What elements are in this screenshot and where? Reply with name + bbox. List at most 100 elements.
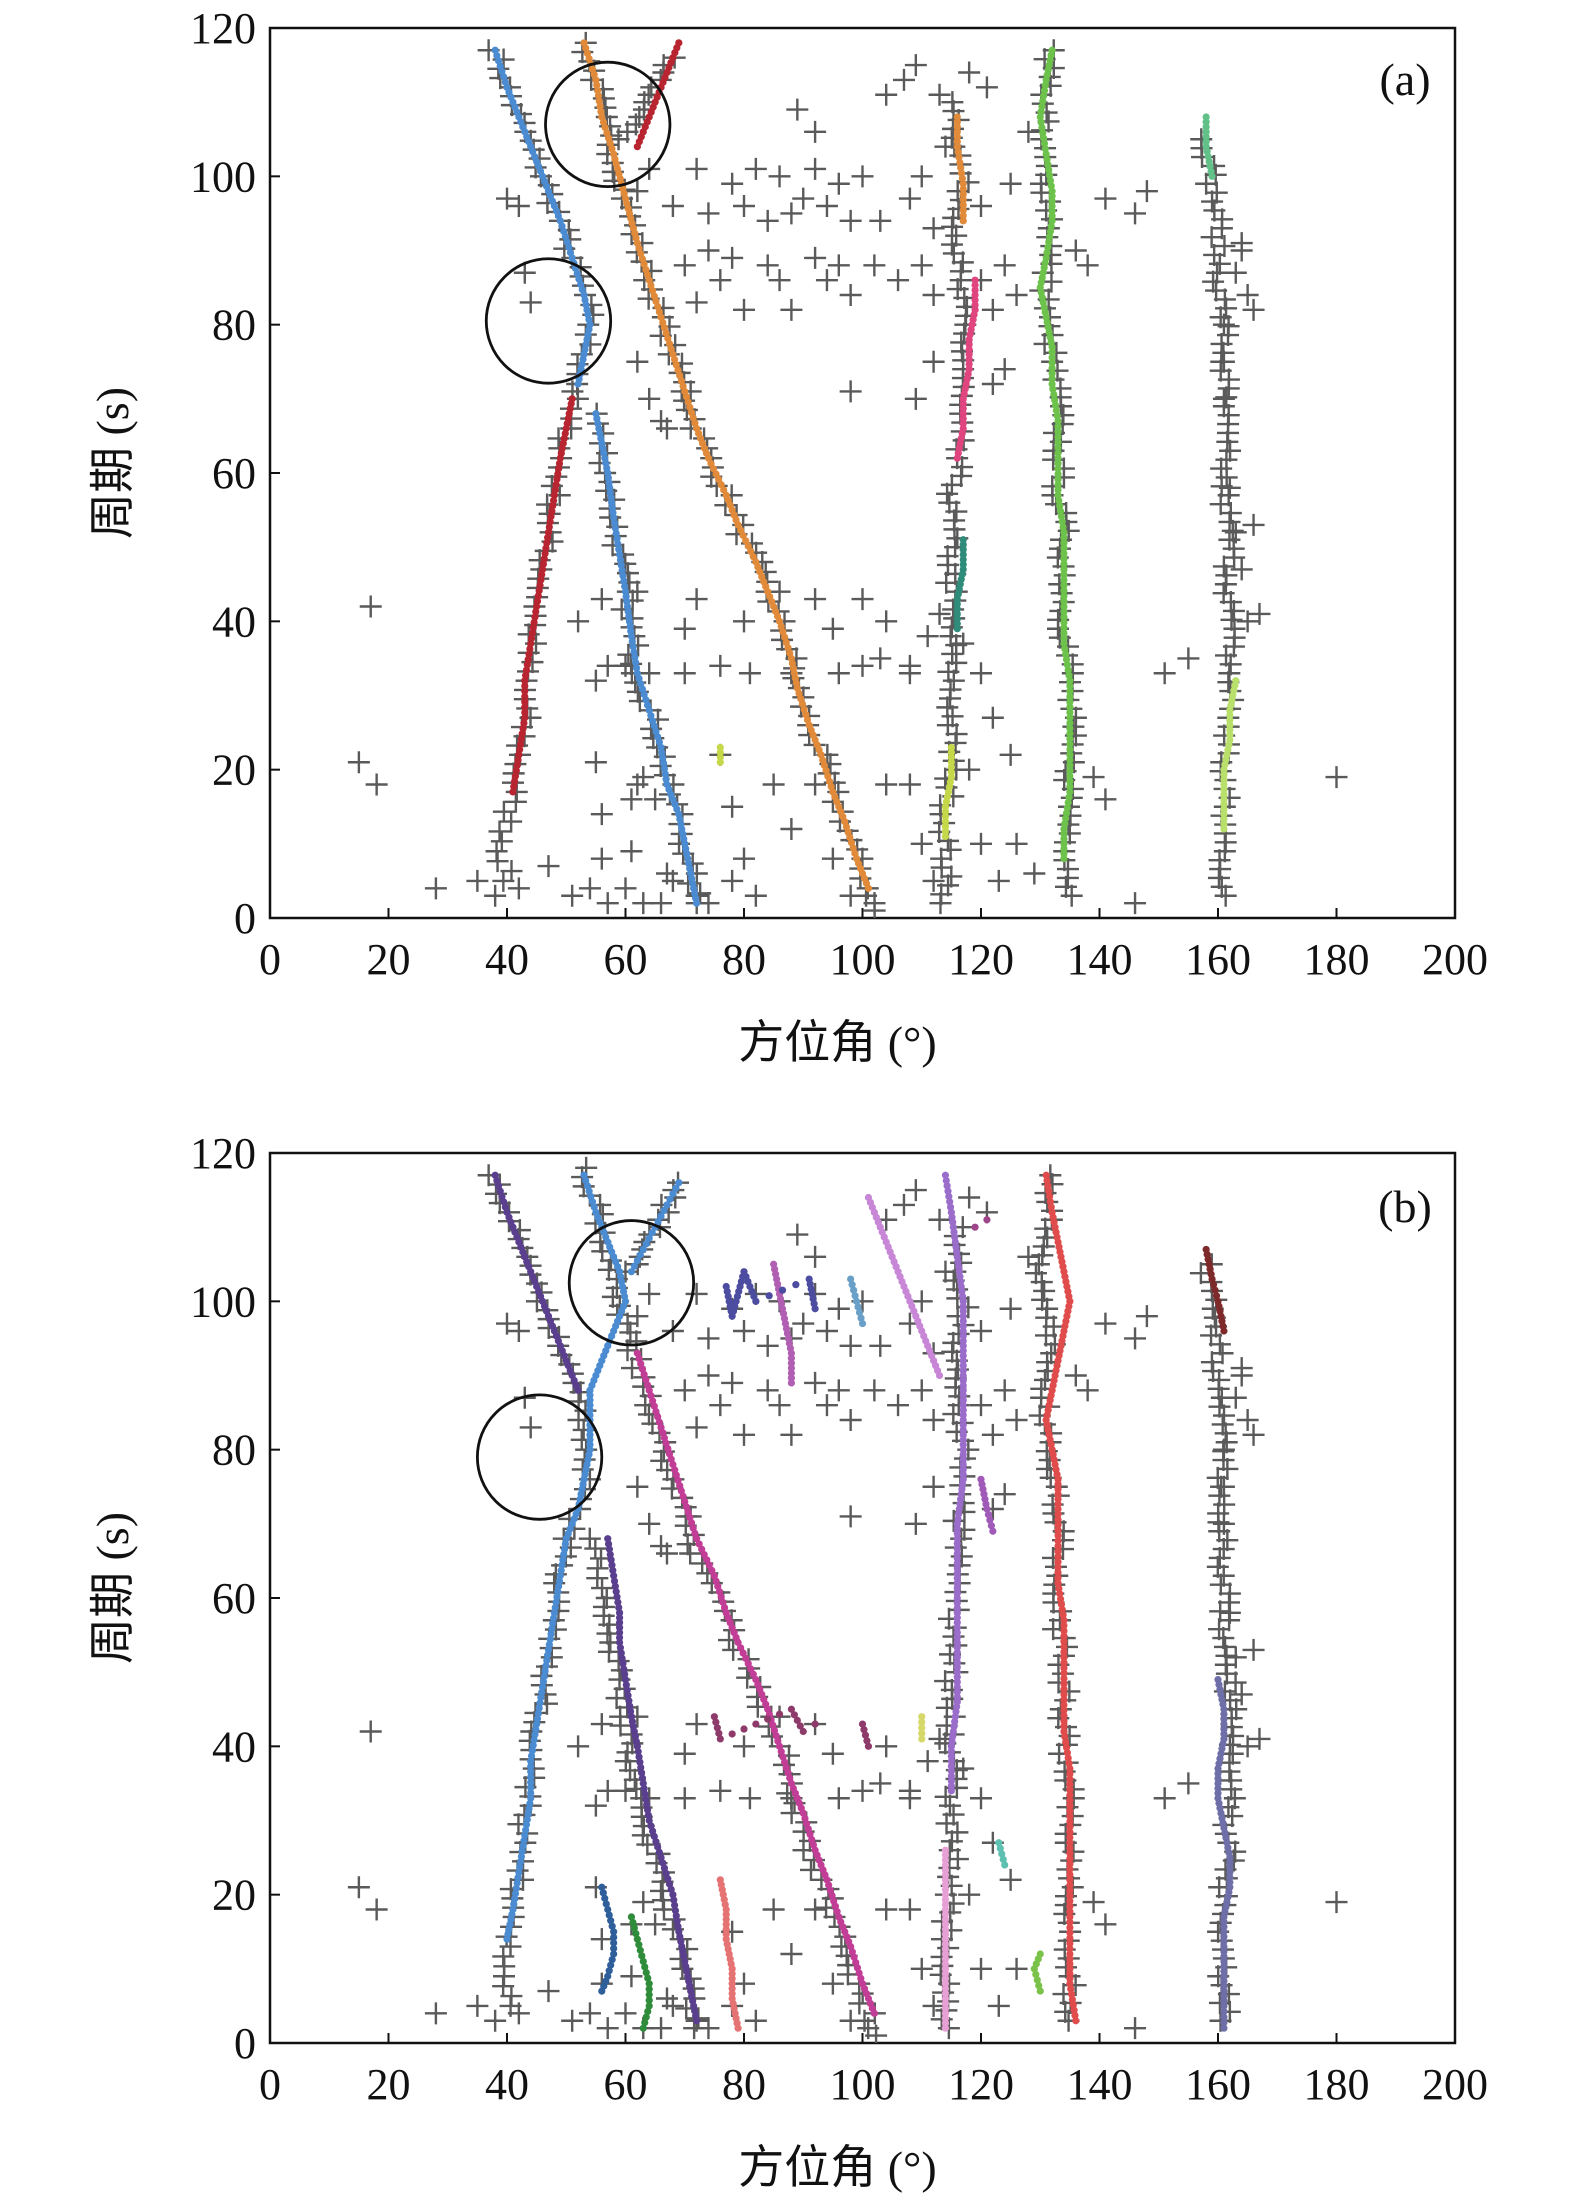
candidate-point (424, 2002, 447, 2025)
candidate-point (721, 869, 744, 892)
curve-point (517, 1852, 525, 1861)
curve-point (645, 1985, 653, 1993)
curve-point (1220, 2024, 1228, 2032)
curve-point (633, 1935, 641, 1943)
curve-point (1061, 1733, 1069, 1741)
curve-point (1060, 576, 1068, 584)
curve-point (1060, 840, 1068, 848)
curve-point (613, 1593, 621, 1601)
curve-point (955, 153, 963, 161)
dispersion-curve (1220, 677, 1240, 833)
curve-point (959, 180, 967, 188)
curve-point (1226, 706, 1234, 714)
candidate-point (733, 1972, 755, 1995)
curve-point (1060, 624, 1068, 632)
curve-point (539, 560, 547, 568)
curve-point (598, 1987, 606, 1995)
candidate-point (650, 892, 673, 915)
curve-point (959, 1426, 967, 1434)
candidate-point (590, 1713, 613, 1736)
candidate-point (365, 1898, 388, 1921)
curve-point (965, 355, 973, 363)
candidate-point (786, 1223, 809, 1246)
curve-point (953, 113, 961, 121)
candidate-point (928, 83, 951, 106)
curve-point (965, 335, 973, 344)
curve-point (627, 632, 636, 640)
curve-point (1220, 815, 1228, 823)
candidate-point (815, 1320, 838, 1342)
curve-point (959, 1302, 967, 1310)
curve-point (1066, 1855, 1074, 1863)
curve-point (984, 1510, 993, 1519)
candidate-point (1094, 788, 1117, 811)
curve-point (560, 1545, 569, 1553)
curve-point (574, 1386, 582, 1394)
curve-point (550, 1609, 559, 1617)
curve-point (1058, 518, 1066, 526)
curve-point (941, 803, 950, 811)
curve-point (953, 1544, 961, 1553)
candidate-point (815, 269, 838, 292)
curve-point (1214, 1774, 1222, 1783)
curve-point (535, 1704, 543, 1712)
candidate-point (1135, 180, 1158, 203)
candidate-point (804, 1371, 827, 1394)
curve-point (558, 1561, 566, 1569)
candidate-point (792, 187, 815, 210)
curve-point (811, 1305, 819, 1313)
candidate-point (697, 239, 720, 262)
candidate-point (804, 588, 827, 611)
candidate-point (827, 662, 850, 685)
curve-point (509, 788, 517, 796)
candidate-point (1212, 1475, 1235, 1498)
curve-point (525, 1805, 533, 1813)
curve-point (1226, 716, 1234, 724)
curve-point (1060, 634, 1068, 642)
curve-point (641, 2019, 649, 2027)
curve-point (959, 1371, 967, 1380)
dispersion-curve (592, 410, 701, 907)
candidate-point (626, 180, 649, 203)
curve-point (1047, 1203, 1055, 1211)
curve-point (1220, 825, 1228, 833)
curve-point (1050, 390, 1058, 399)
panel-label: (b) (1378, 1181, 1432, 1232)
candidate-point (733, 847, 755, 870)
curve-point (1039, 129, 1047, 137)
curve-point (847, 1275, 855, 1283)
curve-point (787, 1354, 796, 1362)
candidate-point (466, 1994, 489, 2017)
curve-point (610, 519, 619, 527)
curve-point (793, 1716, 801, 1724)
curve-point (1054, 1475, 1062, 1483)
curve-point (953, 1678, 961, 1686)
curve-point (555, 1577, 564, 1585)
candidate-point (1242, 298, 1265, 321)
curve-point (1040, 92, 1048, 100)
candidate-point (987, 1994, 1010, 2017)
curve-point (516, 740, 525, 748)
curve-point (586, 1401, 594, 1409)
curve-point (941, 1960, 950, 1968)
curve-point (1066, 1939, 1074, 1948)
curve-point (670, 1896, 678, 1904)
candidate-point (620, 788, 643, 811)
candidate-point (507, 2002, 530, 2025)
curve-point (959, 1342, 967, 1350)
curve-point (1220, 790, 1228, 798)
curve-point (648, 1229, 656, 1237)
curve-point (610, 1928, 618, 1936)
y-tick-label: 100 (190, 1277, 256, 1326)
curve-point (639, 1245, 647, 1254)
curve-point (1032, 1970, 1040, 1978)
curve-point (1066, 1764, 1074, 1773)
candidate-point (655, 1542, 678, 1565)
curve-point (1220, 1710, 1228, 1718)
curve-point (953, 1653, 961, 1661)
curve-point (560, 1550, 568, 1559)
curve-point (635, 1753, 643, 1761)
curve-point (635, 1941, 643, 1949)
candidate-point (1005, 1409, 1028, 1431)
curve-point (597, 108, 605, 116)
